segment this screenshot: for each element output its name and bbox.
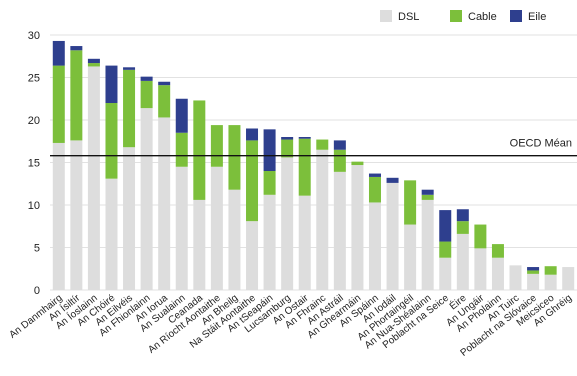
bar-dsl-8 — [193, 199, 206, 290]
bar-cable-1 — [70, 50, 83, 141]
bar-eile-18 — [368, 173, 381, 177]
chart-legend: DSL Cable Eile — [380, 10, 546, 23]
bar-dsl-29 — [562, 267, 575, 290]
bar-cable-6 — [158, 85, 171, 118]
bar-cable-13 — [281, 139, 294, 158]
bar-cable-7 — [175, 132, 188, 167]
y-tick-label: 0 — [34, 285, 40, 297]
bar-eile-3 — [105, 65, 118, 103]
bar-cable-4 — [123, 69, 136, 148]
bar-cable-14 — [298, 138, 311, 196]
bar-cable-23 — [456, 221, 469, 234]
bar-cable-15 — [316, 139, 329, 150]
bar-dsl-20 — [404, 224, 417, 290]
bar-dsl-28 — [544, 274, 557, 290]
bar-dsl-25 — [491, 257, 504, 290]
bar-dsl-2 — [87, 66, 100, 290]
bar-series — [52, 40, 575, 290]
bar-dsl-7 — [175, 166, 188, 290]
bar-cable-20 — [404, 180, 417, 225]
bar-dsl-19 — [386, 182, 399, 290]
bar-cable-3 — [105, 103, 118, 179]
oecd-mean-line: OECD Méan — [50, 138, 577, 157]
bar-cable-21 — [421, 194, 434, 200]
bar-eile-4 — [123, 67, 136, 70]
bar-dsl-0 — [52, 142, 65, 290]
y-tick-label: 20 — [28, 115, 40, 127]
bar-cable-17 — [351, 161, 364, 166]
bar-dsl-3 — [105, 178, 118, 290]
bar-eile-22 — [439, 210, 452, 242]
bar-dsl-26 — [509, 265, 522, 290]
bar-dsl-14 — [298, 195, 311, 290]
bar-cable-27 — [527, 270, 540, 274]
bar-cable-11 — [246, 140, 259, 222]
bar-dsl-27 — [527, 273, 540, 290]
bar-dsl-15 — [316, 149, 329, 290]
y-axis: 0 5 10 15 20 25 30 — [28, 30, 40, 297]
bar-cable-2 — [87, 63, 100, 67]
reference-line-label: OECD Méan — [510, 138, 572, 150]
bar-dsl-23 — [456, 233, 469, 290]
bar-dsl-22 — [439, 257, 452, 290]
bar-cable-28 — [544, 266, 557, 275]
y-tick-label: 15 — [28, 158, 40, 170]
bar-eile-19 — [386, 177, 399, 183]
y-tick-label: 25 — [28, 73, 40, 85]
bar-cable-12 — [263, 171, 276, 195]
bar-cable-10 — [228, 125, 241, 190]
y-tick-label: 10 — [28, 200, 40, 212]
legend-swatch-dsl — [380, 10, 392, 22]
bar-dsl-1 — [70, 140, 83, 290]
bar-dsl-4 — [123, 147, 136, 290]
bar-eile-0 — [52, 40, 65, 66]
bar-eile-16 — [333, 140, 346, 150]
bar-eile-11 — [246, 128, 259, 141]
bar-eile-27 — [527, 267, 540, 271]
legend-label-eile: Eile — [528, 11, 546, 23]
bar-dsl-9 — [210, 166, 223, 290]
bar-cable-22 — [439, 241, 452, 258]
legend-label-cable: Cable — [468, 11, 497, 23]
bar-eile-6 — [158, 81, 171, 86]
bar-dsl-11 — [246, 221, 259, 290]
legend-swatch-cable — [450, 10, 462, 22]
bar-dsl-16 — [333, 171, 346, 290]
bar-cable-5 — [140, 80, 153, 109]
bar-cable-9 — [210, 125, 223, 167]
bar-dsl-10 — [228, 189, 241, 290]
bar-eile-5 — [140, 76, 153, 81]
bar-eile-7 — [175, 98, 188, 133]
bar-cable-24 — [474, 224, 487, 249]
bar-eile-23 — [456, 209, 469, 222]
bar-cable-25 — [491, 244, 504, 258]
legend-label-dsl: DSL — [398, 11, 419, 23]
bar-eile-2 — [87, 58, 100, 64]
bar-dsl-24 — [474, 248, 487, 290]
bar-dsl-17 — [351, 165, 364, 290]
bar-cable-8 — [193, 100, 206, 200]
bar-eile-1 — [70, 46, 83, 51]
bar-dsl-13 — [281, 157, 294, 290]
bar-dsl-6 — [158, 117, 171, 290]
legend-swatch-eile — [510, 10, 522, 22]
bar-eile-13 — [281, 137, 294, 140]
bar-cable-18 — [368, 176, 381, 203]
bar-dsl-5 — [140, 108, 153, 290]
y-tick-label: 30 — [28, 30, 40, 42]
bar-dsl-12 — [263, 194, 276, 290]
gridlines — [50, 34, 577, 291]
bar-cable-16 — [333, 149, 346, 172]
bar-cable-0 — [52, 65, 65, 143]
bar-dsl-21 — [421, 199, 434, 290]
bar-dsl-18 — [368, 202, 381, 290]
y-tick-label: 5 — [34, 243, 40, 255]
bar-eile-12 — [263, 129, 276, 171]
bar-eile-21 — [421, 189, 434, 195]
bar-eile-14 — [298, 137, 311, 139]
